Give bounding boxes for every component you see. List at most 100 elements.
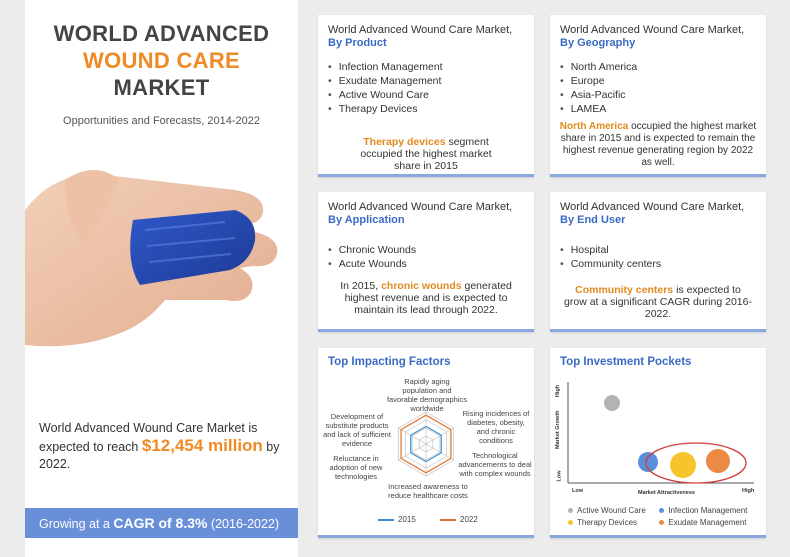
product-note: Therapy devices segment occupied the hig… [318, 136, 534, 172]
bubble-chart [567, 382, 754, 484]
legend-label: Exudate Management [668, 518, 747, 527]
cagr-text-post: (2016-2022) [207, 517, 280, 531]
pockets-legend: Active Wound Care Infection Management T… [568, 505, 764, 529]
card-subheading: By End User [560, 214, 626, 226]
radar-series-2015 [410, 425, 442, 463]
geography-note: North America occupied the highest marke… [550, 121, 766, 169]
left-panel: WORLD ADVANCED WOUND CARE MARKET Opportu… [25, 0, 298, 557]
y-axis-low-label: Low [556, 470, 563, 482]
legend-swatch-2015 [378, 518, 394, 521]
list-item: North America [560, 60, 766, 74]
legend-swatch-2022 [440, 518, 457, 521]
application-list: Chronic Wounds Acute Wounds [328, 243, 534, 271]
x-axis-label: Market Attractiveness [638, 490, 695, 496]
card-by-end-user: World Advanced Wound Care Market, By End… [550, 192, 766, 332]
list-item: Community centers [560, 257, 766, 271]
end-user-note: Community centers is expected to grow at… [550, 284, 766, 320]
card-subheading: By Geography [560, 37, 636, 49]
note-highlight: chronic wounds [381, 280, 462, 292]
note-text-pre: In 2015, [340, 280, 382, 292]
bandaged-hand-image [25, 170, 278, 347]
list-item: Asia-Pacific [560, 88, 766, 102]
card-heading: World Advanced Wound Care Market, By End… [560, 201, 766, 227]
card-by-geography: World Advanced Wound Care Market, By Geo… [550, 15, 766, 177]
card-subheading: By Application [328, 214, 405, 226]
factor-label: Increased awareness to reduce healthcare… [388, 482, 468, 500]
factor-label: Rising incidences of diabetes, obesity, … [462, 409, 530, 445]
radar-series-2022 [400, 414, 452, 474]
end-user-list: Hospital Community centers [560, 243, 766, 271]
bubble-therapy-devices [670, 452, 696, 478]
geography-list: North America Europe Asia-Pacific LAMEA [560, 60, 766, 116]
radar-spoke [425, 443, 454, 461]
title-line-2: WOUND CARE [83, 48, 240, 73]
factors-title: Top Impacting Factors [328, 356, 451, 368]
reach-text-pre: World Advanced Wound Care Market is expe… [39, 421, 258, 454]
application-note: In 2015, chronic wounds generated highes… [318, 280, 534, 316]
radar-spoke [425, 427, 454, 445]
radar-spoke [398, 427, 427, 445]
reach-value: $12,454 million [141, 436, 263, 455]
card-heading-text: World Advanced Wound Care Market, [328, 24, 513, 36]
legend-label: 2022 [460, 515, 478, 524]
list-item: Infection Management [328, 60, 534, 74]
factor-label: Reluctance in adoption of new technologi… [329, 454, 383, 481]
title-line-3: MARKET [113, 75, 210, 100]
list-item: Europe [560, 74, 766, 88]
note-highlight: Community centers [575, 284, 674, 296]
note-text: occupied the highest market share in 201… [560, 121, 757, 168]
market-forecast-text: World Advanced Wound Care Market is expe… [39, 420, 289, 473]
legend-row: Active Wound Care Infection Management [568, 505, 764, 517]
list-item: LAMEA [560, 102, 766, 116]
list-item: Chronic Wounds [328, 243, 534, 257]
legend-label: Therapy Devices [577, 518, 638, 527]
y-axis-high-label: High [555, 384, 562, 398]
card-heading: World Advanced Wound Care Market, By Geo… [560, 24, 766, 50]
bubble-exudate-management [706, 449, 730, 473]
card-impacting-factors: Top Impacting Factors Rapidly aging popu… [318, 348, 534, 538]
x-axis-low-label: Low [572, 488, 583, 494]
card-heading-text: World Advanced Wound Care Market, [328, 201, 513, 213]
legend-label: 2015 [398, 515, 416, 524]
card-heading-text: World Advanced Wound Care Market, [560, 24, 745, 36]
card-by-product: World Advanced Wound Care Market, By Pro… [318, 15, 534, 177]
card-heading: World Advanced Wound Care Market, By App… [328, 201, 534, 227]
reach-text-post: by 2022. [39, 440, 280, 471]
list-item: Therapy Devices [328, 102, 534, 116]
card-heading: World Advanced Wound Care Market, By Pro… [328, 24, 534, 50]
list-item: Exudate Management [328, 74, 534, 88]
x-axis-high-label: High [742, 488, 755, 494]
cagr-text-pre: Growing at a [39, 517, 114, 531]
page-title: WORLD ADVANCED WOUND CARE MARKET [25, 20, 298, 101]
card-subheading: By Product [328, 37, 387, 49]
note-text: is expected to grow at a significant CAG… [564, 284, 752, 320]
factor-label: Technological advancements to deal with … [458, 451, 532, 478]
cagr-banner: Growing at a CAGR of 8.3% (2016-2022) [25, 508, 298, 538]
legend-dot [568, 520, 573, 525]
card-heading-text: World Advanced Wound Care Market, [560, 201, 745, 213]
legend-row: Therapy Devices Exudate Management [568, 517, 764, 529]
title-line-1: WORLD ADVANCED [53, 21, 270, 46]
note-text: generated highest revenue and is expecte… [344, 280, 512, 316]
y-axis-label: Market Growth [555, 410, 561, 449]
list-item: Active Wound Care [328, 88, 534, 102]
highlight-ellipse [645, 442, 747, 484]
bubble-active-wound-care [604, 395, 620, 411]
note-highlight: North America [559, 121, 629, 132]
note-highlight: Therapy devices [363, 136, 446, 148]
legend-dot [659, 520, 665, 525]
list-item: Acute Wounds [328, 257, 534, 271]
card-by-application: World Advanced Wound Care Market, By App… [318, 192, 534, 332]
product-list: Infection Management Exudate Management … [328, 60, 534, 116]
factor-label: Rapidly aging population and favorable d… [386, 377, 468, 413]
factors-legend: 2015 2022 [378, 515, 478, 524]
legend-label: Infection Management [668, 506, 748, 515]
radar-spoke [398, 443, 427, 461]
page-subtitle: Opportunities and Forecasts, 2014-2022 [63, 115, 260, 127]
legend-dot [568, 508, 573, 513]
note-text: segment occupied the highest market shar… [360, 136, 492, 172]
list-item: Hospital [560, 243, 766, 257]
legend-dot [659, 508, 665, 513]
legend-label: Active Wound Care [577, 506, 646, 515]
radar-chart [397, 411, 455, 477]
